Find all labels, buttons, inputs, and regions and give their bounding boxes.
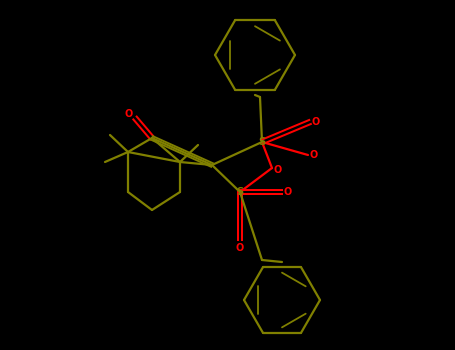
Text: O: O: [310, 150, 318, 160]
Text: O: O: [284, 187, 292, 197]
Text: O: O: [236, 243, 244, 253]
Text: O: O: [125, 109, 133, 119]
Text: S: S: [258, 137, 266, 147]
Text: O: O: [274, 165, 282, 175]
Text: O: O: [312, 117, 320, 127]
Text: S: S: [237, 187, 243, 197]
